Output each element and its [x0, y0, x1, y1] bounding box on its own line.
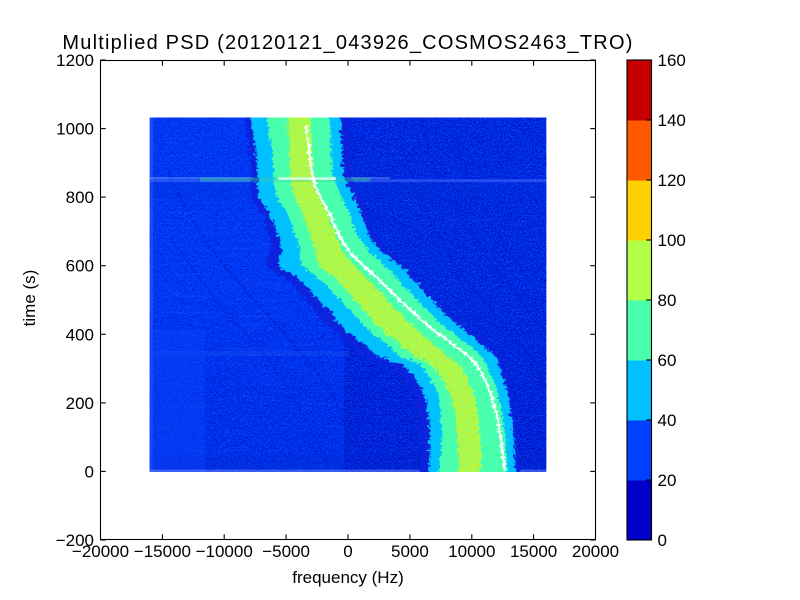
- svg-text:−5000: −5000: [262, 542, 310, 561]
- svg-text:800: 800: [66, 188, 94, 207]
- svg-text:frequency (Hz): frequency (Hz): [292, 568, 403, 587]
- svg-text:120: 120: [658, 171, 686, 190]
- svg-text:10000: 10000: [448, 542, 495, 561]
- svg-text:140: 140: [658, 111, 686, 130]
- svg-text:60: 60: [658, 351, 677, 370]
- svg-text:600: 600: [66, 257, 94, 276]
- svg-text:−15000: −15000: [134, 542, 191, 561]
- svg-text:160: 160: [658, 51, 686, 70]
- svg-text:0: 0: [343, 542, 352, 561]
- svg-text:100: 100: [658, 231, 686, 250]
- svg-text:400: 400: [66, 325, 94, 344]
- svg-text:200: 200: [66, 394, 94, 413]
- svg-text:−10000: −10000: [196, 542, 253, 561]
- svg-text:1200: 1200: [56, 51, 94, 70]
- svg-text:80: 80: [658, 291, 677, 310]
- svg-text:20000: 20000: [572, 542, 619, 561]
- svg-text:1000: 1000: [56, 120, 94, 139]
- svg-text:0: 0: [85, 462, 94, 481]
- svg-text:0: 0: [658, 531, 667, 550]
- svg-text:time (s): time (s): [20, 270, 39, 327]
- svg-text:20: 20: [658, 471, 677, 490]
- svg-text:5000: 5000: [391, 542, 429, 561]
- svg-text:Multiplied PSD (20120121_04392: Multiplied PSD (20120121_043926_COSMOS24…: [62, 32, 633, 54]
- svg-text:−20000: −20000: [72, 542, 129, 561]
- svg-text:40: 40: [658, 411, 677, 430]
- svg-text:−200: −200: [56, 531, 94, 550]
- svg-text:15000: 15000: [510, 542, 557, 561]
